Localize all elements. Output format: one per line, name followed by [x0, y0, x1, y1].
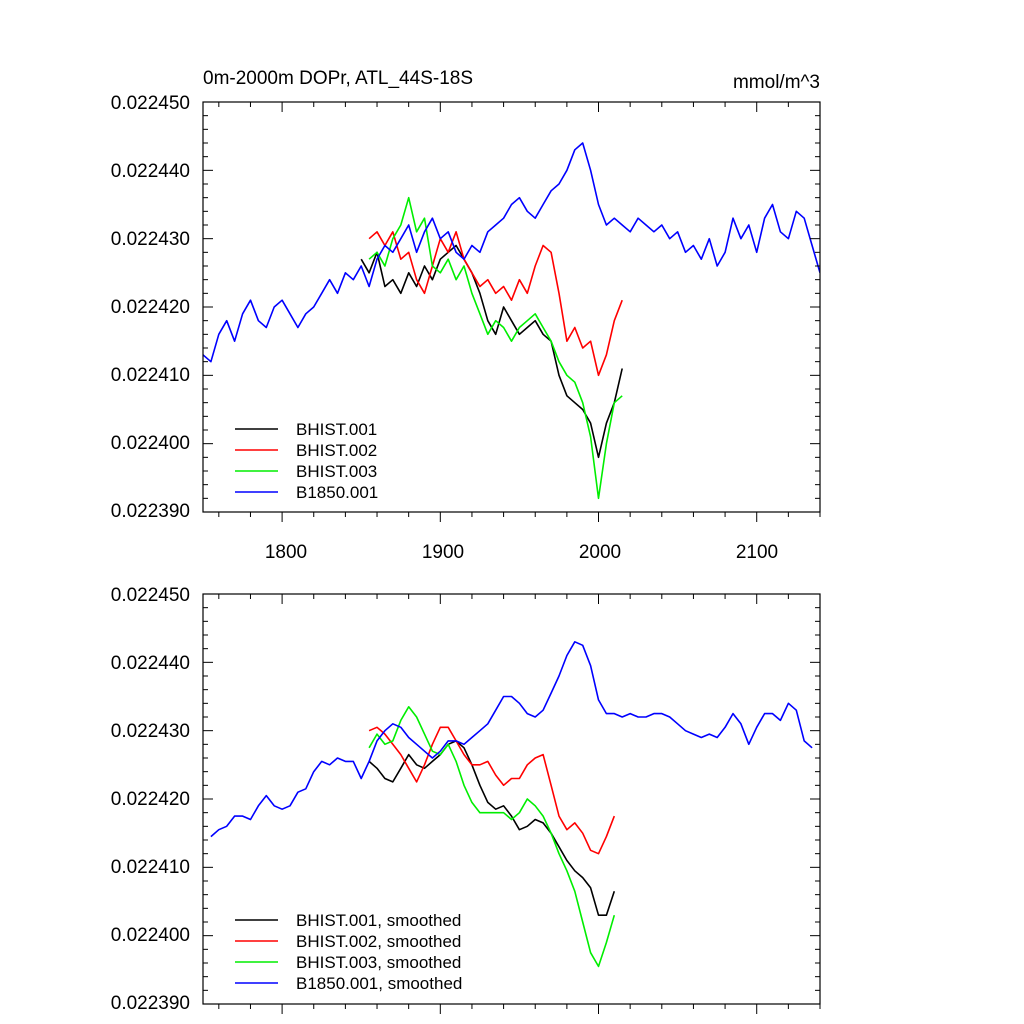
- top-legend: BHIST.001 BHIST.002 BHIST.003 B1850.001: [235, 420, 378, 502]
- series-group: [203, 142, 820, 500]
- top-panel-title: 0m-2000m DOPr, ATL_44S-18S: [203, 68, 473, 89]
- top-panel: 0m-2000m DOPr, ATL_44S-18S mmol/m^3 0.02…: [111, 68, 821, 563]
- series-line-bhist-002-smoothed: [368, 726, 616, 855]
- legend-label-bhist-001: BHIST.001: [296, 420, 377, 439]
- bottom-y-tick-label: 0.022410: [111, 857, 190, 878]
- bottom-y-tick-label: 0.022420: [111, 789, 190, 810]
- top-x-tick-labels: 1800 1900 2000 2100: [265, 542, 778, 563]
- series-group: [210, 640, 813, 968]
- legend-label-b1850-001: B1850.001: [296, 483, 378, 502]
- top-y-tick-label: 0.022410: [111, 365, 190, 386]
- plot-area: [202, 593, 821, 1014]
- top-x-tick-label: 1900: [422, 542, 464, 563]
- series-line-bhist-003: [368, 196, 623, 500]
- bottom-y-tick-labels: 0.022390 0.022400 0.022410 0.022420 0.02…: [111, 585, 190, 1014]
- bottom-y-tick-label: 0.022390: [111, 993, 190, 1014]
- series-line-bhist-003-smoothed: [368, 705, 616, 968]
- top-panel-units: mmol/m^3: [733, 72, 820, 93]
- top-y-tick-labels: 0.022390 0.022400 0.022410 0.022420 0.02…: [111, 93, 190, 522]
- top-y-tick-label: 0.022450: [111, 93, 190, 114]
- bottom-y-tick-label: 0.022430: [111, 721, 190, 742]
- bottom-y-tick-label: 0.022450: [111, 585, 190, 606]
- legend-label-bhist-001-smoothed: BHIST.001, smoothed: [296, 911, 461, 930]
- series-line-b1850-001: [203, 142, 820, 363]
- top-x-tick-label: 2000: [579, 542, 621, 563]
- bottom-y-tick-label: 0.022400: [111, 925, 190, 946]
- top-y-tick-label: 0.022430: [111, 229, 190, 250]
- top-x-tick-label: 1800: [265, 542, 307, 563]
- top-y-tick-label: 0.022390: [111, 501, 190, 522]
- top-x-tick-label: 2100: [736, 542, 778, 563]
- legend-label-bhist-002: BHIST.002: [296, 441, 377, 460]
- series-line-bhist-002: [368, 231, 623, 377]
- bottom-panel: 0.022390 0.022400 0.022410 0.022420 0.02…: [111, 585, 821, 1014]
- plot-area: [202, 101, 821, 522]
- series-line-b1850-001-smoothed: [210, 640, 813, 838]
- top-y-tick-label: 0.022440: [111, 161, 190, 182]
- bottom-y-tick-label: 0.022440: [111, 653, 190, 674]
- series-line-bhist-001: [360, 244, 623, 459]
- legend-label-bhist-003: BHIST.003: [296, 462, 377, 481]
- legend-label-bhist-003-smoothed: BHIST.003, smoothed: [296, 953, 461, 972]
- top-y-tick-label: 0.022420: [111, 297, 190, 318]
- series-line-bhist-001-smoothed: [368, 740, 616, 917]
- legend-label-b1850-001-smoothed: B1850.001, smoothed: [296, 974, 462, 993]
- bottom-legend: BHIST.001, smoothed BHIST.002, smoothed …: [235, 911, 462, 993]
- legend-label-bhist-002-smoothed: BHIST.002, smoothed: [296, 932, 461, 951]
- top-y-tick-label: 0.022400: [111, 433, 190, 454]
